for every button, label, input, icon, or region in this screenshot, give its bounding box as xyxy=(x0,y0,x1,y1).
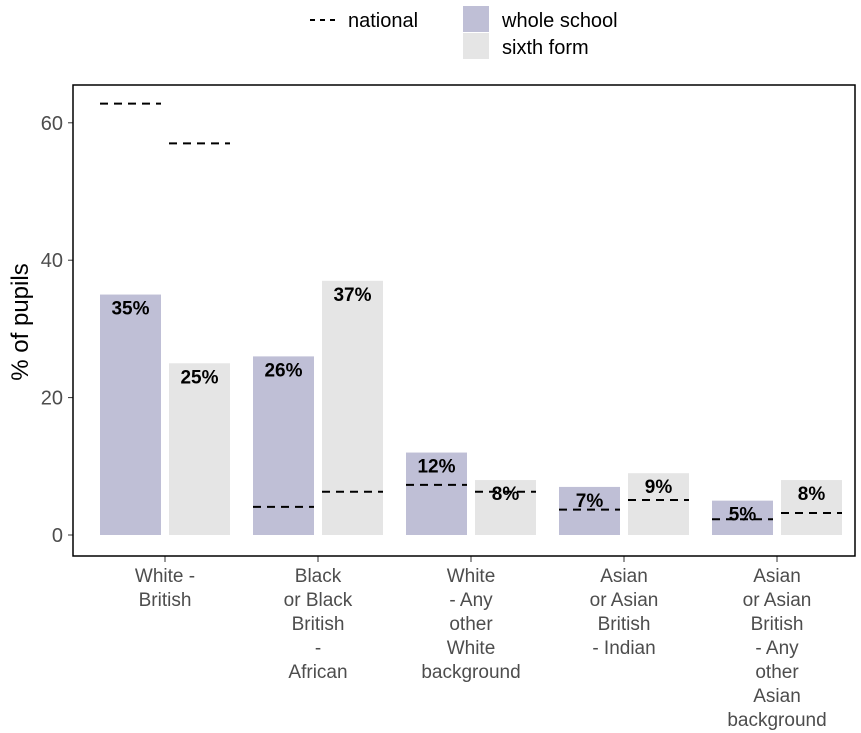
bars-group xyxy=(100,280,842,535)
x-category-label-4-line-6: background xyxy=(727,710,826,731)
data-label-whole-school-4: 5% xyxy=(729,505,757,526)
x-category-label-4-line-5: Asian xyxy=(753,686,801,707)
data-label-whole-school-3: 7% xyxy=(576,491,604,512)
bar-whole-school-1 xyxy=(253,356,314,535)
x-category-label-4-line-4: other xyxy=(755,662,799,683)
x-category-label-1-line-0: Black xyxy=(295,566,342,587)
legend: national whole school sixth form xyxy=(310,6,618,59)
x-category-label-4-line-1: or Asian xyxy=(743,590,812,611)
x-category-label-4-line-3: - Any xyxy=(755,638,799,659)
bar-sixth-form-3 xyxy=(628,473,689,535)
bar-sixth-form-2 xyxy=(475,480,536,535)
legend-national-label: national xyxy=(348,10,418,32)
x-category-label-3-line-1: or Asian xyxy=(590,590,659,611)
x-category-label-1-line-2: British xyxy=(292,614,345,635)
bar-whole-school-0 xyxy=(100,294,161,535)
y-tick-label-40: 40 xyxy=(41,250,63,272)
legend-whole-school-label: whole school xyxy=(501,10,618,32)
y-tick-label-60: 60 xyxy=(41,113,63,135)
x-category-label-4-line-0: Asian xyxy=(753,566,801,587)
national-lines-group xyxy=(100,102,842,521)
y-tick-label-0: 0 xyxy=(52,525,63,547)
data-label-whole-school-1: 26% xyxy=(264,360,302,381)
bar-sixth-form-4 xyxy=(781,480,842,535)
plot-panel-border xyxy=(72,84,856,557)
x-category-label-1-line-4: African xyxy=(288,662,347,683)
bar-sixth-form-1 xyxy=(322,280,383,535)
y-axis-label: % of pupils xyxy=(7,263,34,380)
x-category-label-3-line-2: British xyxy=(598,614,651,635)
data-label-whole-school-0: 35% xyxy=(111,299,149,320)
x-labels-group: White - British Black or Black British - Afric… xyxy=(135,556,827,731)
data-label-sixth-form-2: 8% xyxy=(492,484,520,505)
x-category-label-4-line-2: British xyxy=(751,614,804,635)
data-label-sixth-form-1: 37% xyxy=(333,285,371,306)
x-category-label-2-line-4: background xyxy=(421,662,520,683)
x-category-label-3-line-0: Asian xyxy=(600,566,648,587)
x-category-label-2-line-0: White xyxy=(447,566,496,587)
x-category-label-2-line-2: other xyxy=(449,614,493,635)
legend-sixth-form-label: sixth form xyxy=(502,37,589,59)
bar-whole-school-2 xyxy=(406,452,467,535)
legend-sixth-form-swatch xyxy=(463,33,489,59)
x-category-label-0-line-0: White - xyxy=(135,566,195,587)
bar-whole-school-3 xyxy=(559,486,620,535)
legend-whole-school-swatch xyxy=(463,6,489,32)
y-ticks-group: 0 20 40 60 xyxy=(41,113,73,547)
bar-whole-school-4 xyxy=(712,500,773,535)
x-category-label-0-line-1: British xyxy=(139,590,192,611)
bar-sixth-form-0 xyxy=(169,363,230,535)
x-category-label-1-line-1: or Black xyxy=(284,590,353,611)
data-label-whole-school-2: 12% xyxy=(417,457,455,478)
data-label-sixth-form-3: 9% xyxy=(645,477,673,498)
x-category-label-2-line-1: - Any xyxy=(449,590,493,611)
data-label-sixth-form-0: 25% xyxy=(180,367,218,388)
data-labels-group: 35% 26% 12% 7% 5% 25% 37% 8% 9% 8% xyxy=(111,285,825,526)
data-label-sixth-form-4: 8% xyxy=(798,484,826,505)
x-category-label-2-line-3: White xyxy=(447,638,496,659)
x-category-label-3-line-3: - Indian xyxy=(592,638,655,659)
x-category-label-1-line-3: - xyxy=(315,638,321,659)
y-tick-label-20: 20 xyxy=(41,388,63,410)
